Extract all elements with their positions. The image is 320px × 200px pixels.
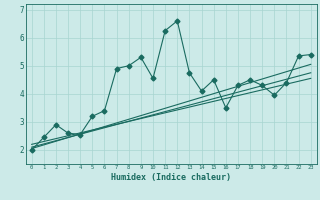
X-axis label: Humidex (Indice chaleur): Humidex (Indice chaleur): [111, 173, 231, 182]
